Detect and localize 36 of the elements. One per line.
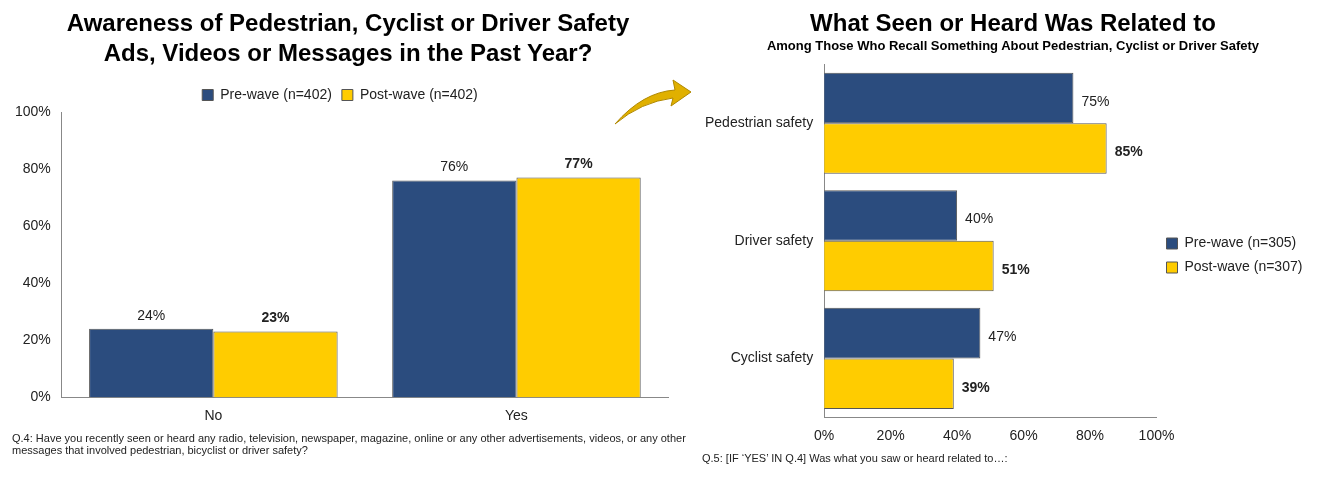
y-tick-label: 80%: [22, 159, 51, 176]
legend-label: Pre-wave (n=402): [220, 85, 332, 102]
x-tick-label: 60%: [1009, 427, 1038, 444]
data-label: 77%: [564, 155, 594, 172]
y-tick-label: 40%: [22, 273, 51, 290]
chart-subtitle: Among Those Who Recall Something About Pedestrian, Cyclist or Driver Safety: [765, 38, 1261, 53]
data-label: 40%: [965, 210, 994, 227]
data-label: 85%: [1114, 143, 1144, 160]
y-tick-label: 100%: [14, 102, 51, 119]
x-tick-label: 100%: [1138, 427, 1175, 444]
legend-label: Post-wave (n=402): [359, 85, 478, 102]
legend-label: Post-wave (n=307): [1184, 258, 1303, 275]
y-tick-label: Pedestrian safety: [705, 114, 814, 131]
x-tick-label: 20%: [876, 427, 905, 444]
text: Q.4: Have you recently seen or heard any radio, television, newspaper, magazine, online or any other advertisements, videos, or any other messages that involved pedestrian, bicyclist or driver safety?: [11, 432, 687, 456]
y-tick-label: 0%: [30, 388, 51, 405]
data-label: 75%: [1081, 92, 1110, 109]
data-label: 76%: [440, 158, 469, 175]
data-label: 39%: [961, 378, 991, 395]
x-tick-label: Yes: [505, 407, 528, 424]
data-label: 51%: [1001, 260, 1031, 277]
x-tick-label: 0%: [814, 427, 835, 444]
x-tick-label: No: [204, 407, 223, 424]
x-tick-label: 40%: [943, 427, 972, 444]
x-tick-label: 80%: [1076, 427, 1105, 444]
y-tick-label: Cyclist safety: [730, 349, 814, 366]
legend-label: Pre-wave (n=305): [1184, 234, 1297, 251]
data-label: 23%: [261, 309, 291, 326]
chart-title: What Seen or Heard Was Related to: [809, 8, 1217, 38]
y-tick-label: Driver safety: [734, 231, 814, 248]
y-tick-label: 60%: [22, 216, 51, 233]
chart-title: Awareness of Pedestrian, Cyclist or Driver Safety Ads, Videos or Messages in the Past Year?: [65, 8, 631, 68]
text: Q.5: [IF ‘YES’ IN Q.4] Was what you saw or heard related to…:: [701, 452, 1009, 464]
data-label: 24%: [137, 306, 166, 323]
y-tick-label: 20%: [22, 331, 51, 348]
data-label: 47%: [988, 327, 1017, 344]
